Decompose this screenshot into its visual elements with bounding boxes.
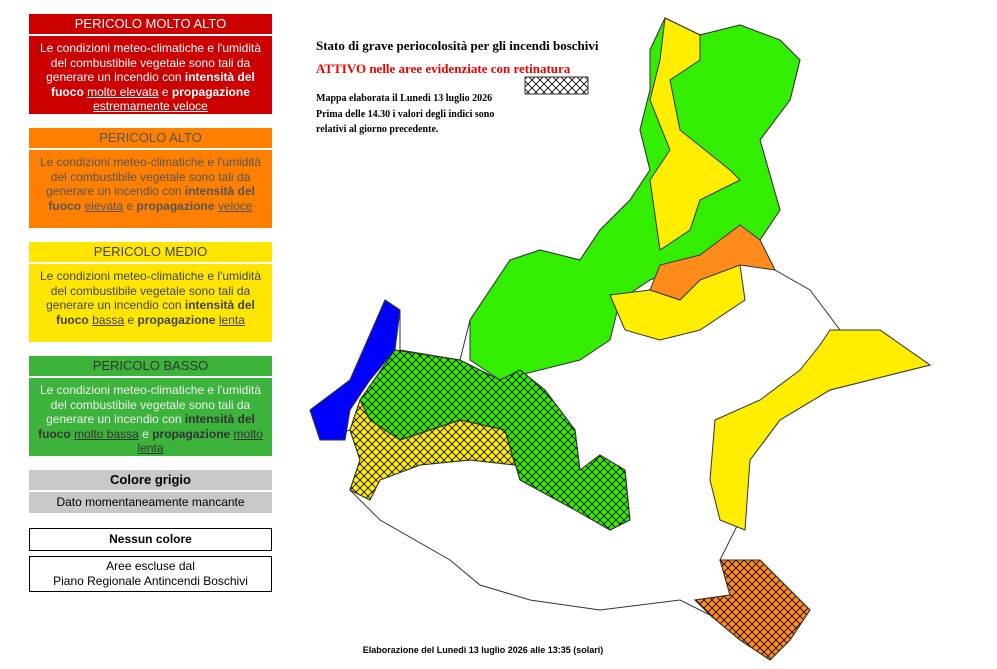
map: Stato di grave periocolosità per gli inc… xyxy=(309,17,932,661)
intensity: molto bassa xyxy=(74,426,139,441)
propagation: veloce xyxy=(217,198,253,213)
legend-text: Le condizioni meteo-climatiche e l'umidi… xyxy=(29,150,272,218)
intensity: elevata xyxy=(84,198,124,213)
legend-text: Aree escluse dal xyxy=(106,559,195,573)
map-status: ATTIVO nelle aree evidenziate con retina… xyxy=(316,61,571,76)
propagation-label: propagazione xyxy=(152,426,231,441)
propagation-label: propagazione xyxy=(171,84,250,99)
legend-title: PERICOLO MEDIO xyxy=(29,242,272,264)
propagation: estremamente veloce xyxy=(93,99,208,113)
map-note: relativi al giorno precedente. xyxy=(316,124,439,135)
propagation: molto lenta xyxy=(137,426,263,456)
legend-item: PERICOLO MEDIO Le condizioni meteo-climat… xyxy=(29,242,272,342)
grey-legend: Colore grigio Dato momentaneamente manca… xyxy=(29,470,272,513)
map-regions xyxy=(309,17,932,661)
legend-desc: Le condizioni meteo-climatiche e l'umidi… xyxy=(39,41,262,84)
legend-title: PERICOLO ALTO xyxy=(29,128,272,150)
legend-title: PERICOLO MOLTO ALTO xyxy=(29,14,272,36)
intensity-label: intensità del fuoco xyxy=(51,70,255,99)
legend-desc: Le condizioni meteo-climatiche e l'umidi… xyxy=(39,155,262,198)
legend-item: PERICOLO ALTO Le condizioni meteo-climati… xyxy=(29,128,272,228)
map-note: Mappa elaborata il Lunedì 13 luglio 2026 xyxy=(316,93,492,104)
legend-item: PERICOLO MOLTO ALTO Le condizioni meteo-c… xyxy=(29,14,272,114)
intensity-label: intensità del fuoco xyxy=(38,412,255,441)
legend-text: Dato momentaneamente mancante xyxy=(56,495,245,509)
intensity-label: intensità del fuoco xyxy=(48,184,255,213)
conjunction: e xyxy=(126,198,134,213)
map-title: Stato di grave periocolosità per gli inc… xyxy=(316,38,599,53)
legend-title: PERICOLO BASSO xyxy=(29,356,272,378)
propagation-label: propagazione xyxy=(137,312,216,327)
propagation: lenta xyxy=(218,312,245,327)
map-note: Prima delle 14.30 i valori degli indici … xyxy=(316,109,494,120)
legend-text: Le condizioni meteo-climatiche e l'umidi… xyxy=(29,36,272,119)
none-title: Nessun colore xyxy=(29,528,272,551)
intensity: molto elevata xyxy=(87,84,159,99)
legend-text: Le condizioni meteo-climatiche e l'umidi… xyxy=(29,378,272,461)
none-text: Aree escluse dal Piano Regionale Antincen… xyxy=(29,556,272,592)
conjunction: e xyxy=(127,312,135,327)
legend-title: Nessun colore xyxy=(109,532,192,546)
conjunction: e xyxy=(161,84,169,99)
legend-text: Piano Regionale Antincendi Boschivi xyxy=(53,574,248,588)
legend-desc: Le condizioni meteo-climatiche e l'umidi… xyxy=(39,269,262,312)
propagation-label: propagazione xyxy=(136,198,215,213)
hatch-sample xyxy=(524,76,589,95)
legend-title: Colore grigio xyxy=(29,470,272,492)
map-footer: Elaborazione del Lunedì 13 luglio 2026 a… xyxy=(363,645,604,655)
legend-desc: Le condizioni meteo-climatiche e l'umidi… xyxy=(39,383,262,426)
legend-item: PERICOLO BASSO Le condizioni meteo-climat… xyxy=(29,356,272,456)
conjunction: e xyxy=(142,426,149,441)
legend-text: Le condizioni meteo-climatiche e l'umidi… xyxy=(29,264,272,332)
intensity: bassa xyxy=(92,312,125,327)
intensity-label: intensità del fuoco xyxy=(56,298,255,327)
